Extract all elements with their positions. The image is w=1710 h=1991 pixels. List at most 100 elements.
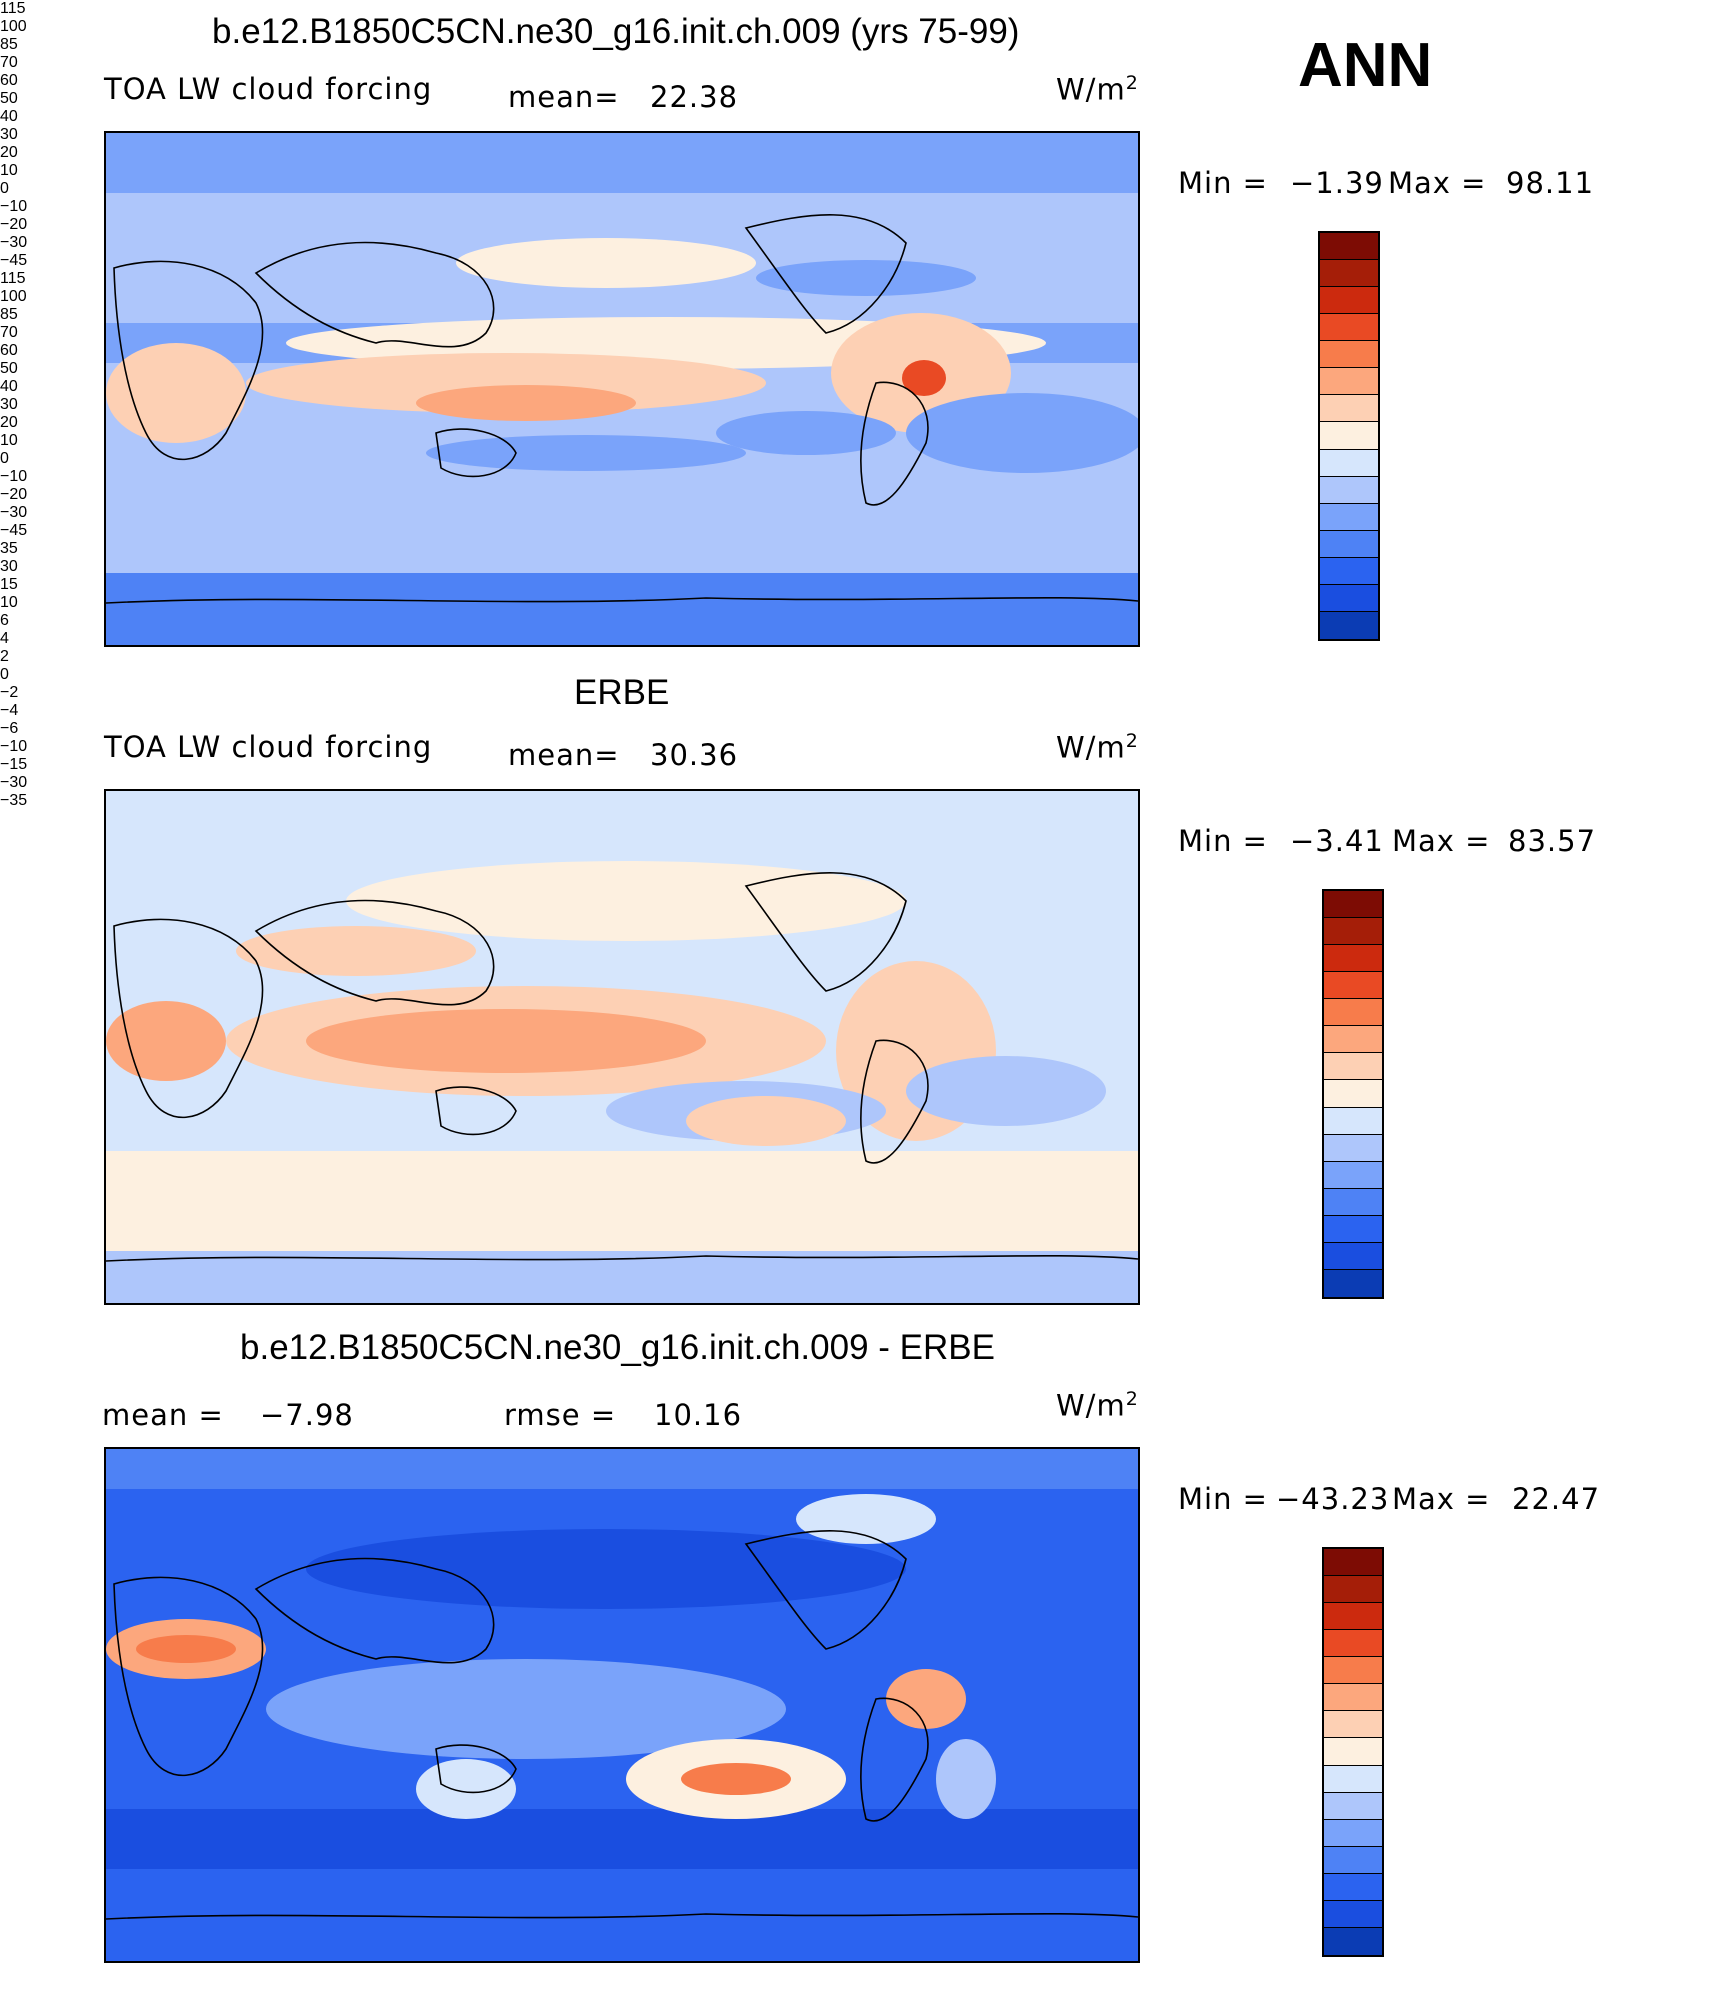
coastline (435, 1744, 517, 1794)
colorbar-segment (1324, 1711, 1382, 1739)
colorbar-tick-label: 60 (0, 342, 18, 359)
colorbar-segment (1320, 611, 1378, 639)
panel-1-title: b.e12.B1850C5CN.ne30_g16.init.ch.009 (yr… (212, 12, 1020, 51)
colorbar-tick-label: 0 (0, 666, 9, 683)
colorbar-tick-label: −10 (0, 468, 28, 485)
colorbar-tick-label: 4 (0, 630, 9, 647)
colorbar-tick-label: −6 (0, 720, 19, 737)
colorbar-segment (1324, 972, 1382, 1000)
coastline (254, 1557, 495, 1664)
colorbar-segment (1324, 999, 1382, 1027)
contour-region (936, 1739, 996, 1819)
panel-1-mean-label: mean= (508, 80, 620, 114)
contour-region (681, 1763, 791, 1795)
panel-2-mean-value: 30.36 (650, 738, 739, 772)
contour-region (106, 1809, 1138, 1869)
colorbar-tick-label: −45 (0, 252, 28, 269)
panel-3-min-label: Min = (1178, 1482, 1268, 1516)
colorbar-segment (1320, 287, 1378, 315)
panel-1-max-value: 98.11 (1506, 166, 1595, 200)
panel-2-min-value: −3.41 (1290, 824, 1384, 858)
colorbar-segment (1324, 1657, 1382, 1685)
panel-2-min-label: Min = (1178, 824, 1268, 858)
colorbar-segment (1320, 233, 1378, 261)
colorbar-tick-label: 35 (0, 540, 18, 557)
contour-region (416, 385, 636, 421)
panel-2-colorbar (1322, 889, 1384, 1299)
colorbar-tick-label: 40 (0, 108, 18, 125)
panel-1-units: W/m2 (1056, 72, 1139, 107)
colorbar-segment (1324, 1188, 1382, 1216)
colorbar-tick-label: 10 (0, 162, 18, 179)
colorbar-segment (1324, 1765, 1382, 1793)
contour-region (106, 1151, 1138, 1251)
panel-3-min-value: −43.23 (1276, 1482, 1390, 1516)
panel-1-max-label: Max = (1388, 166, 1487, 200)
colorbar-segment (1324, 1107, 1382, 1135)
panel-1-variable-label: TOA LW cloud forcing (104, 72, 433, 106)
panel-2-map (104, 789, 1140, 1305)
panel-2-max-label: Max = (1392, 824, 1491, 858)
panel-1-min-label: Min = (1178, 166, 1268, 200)
colorbar-segment (1324, 1053, 1382, 1081)
colorbar-tick-label: −20 (0, 486, 28, 503)
contour-region (106, 1449, 1138, 1489)
colorbar-tick-label: 30 (0, 558, 18, 575)
colorbar-segment (1324, 1080, 1382, 1108)
colorbar-segment (1324, 1873, 1382, 1901)
contour-region (796, 1494, 936, 1544)
contour-region (106, 1251, 1138, 1303)
contour-region (906, 1056, 1106, 1126)
colorbar-segment (1320, 476, 1378, 504)
colorbar-tick-label: −10 (0, 738, 28, 755)
colorbar-tick-label: 85 (0, 36, 18, 53)
colorbar-segment (1320, 341, 1378, 369)
colorbar-tick-label: −10 (0, 198, 28, 215)
coastline (113, 918, 264, 1119)
colorbar-tick-label: 100 (0, 288, 27, 305)
colorbar-segment (1324, 891, 1382, 919)
panel-2-mean-label: mean= (508, 738, 620, 772)
panel-2-variable-label: TOA LW cloud forcing (104, 730, 433, 764)
panel-2-units: W/m2 (1056, 730, 1139, 765)
colorbar-tick-label: 100 (0, 18, 27, 35)
contour-region (416, 1759, 516, 1819)
season-label: ANN (1298, 31, 1433, 100)
coastline (106, 1912, 1138, 1920)
coastline (860, 381, 929, 506)
colorbar-tick-label: 30 (0, 126, 18, 143)
colorbar-segment (1320, 530, 1378, 558)
colorbar-segment (1324, 1738, 1382, 1766)
panel-1-colorbar (1318, 231, 1380, 641)
colorbar-tick-label: −20 (0, 216, 28, 233)
colorbar-tick-label: 50 (0, 90, 18, 107)
colorbar-segment (1324, 1242, 1382, 1270)
colorbar-tick-label: 50 (0, 360, 18, 377)
coastline (113, 1576, 264, 1777)
colorbar-tick-label: 0 (0, 180, 9, 197)
colorbar-segment (1324, 1603, 1382, 1631)
contour-region (456, 238, 756, 288)
panel-3-rmse-value: 10.16 (654, 1398, 743, 1432)
coastline (860, 1697, 929, 1822)
contour-region (886, 1669, 966, 1729)
contour-region (906, 393, 1138, 473)
panel-3-mean-value: −7.98 (260, 1398, 354, 1432)
coastline (113, 260, 264, 461)
colorbar-segment (1324, 1026, 1382, 1054)
contour-region (756, 260, 976, 296)
colorbar-tick-label: −15 (0, 756, 28, 773)
contour-region (426, 435, 746, 471)
colorbar-segment (1320, 314, 1378, 342)
coastline (860, 1039, 929, 1164)
colorbar-segment (1320, 260, 1378, 288)
colorbar-tick-label: −35 (0, 792, 28, 809)
contour-region (236, 926, 476, 976)
contour-region (106, 133, 1138, 193)
colorbar-tick-label: 60 (0, 72, 18, 89)
panel-3-units: W/m2 (1056, 1388, 1139, 1423)
panel-3-title: b.e12.B1850C5CN.ne30_g16.init.ch.009 - E… (240, 1328, 995, 1367)
contour-region (902, 360, 946, 396)
colorbar-segment (1320, 557, 1378, 585)
coastline (744, 872, 907, 992)
